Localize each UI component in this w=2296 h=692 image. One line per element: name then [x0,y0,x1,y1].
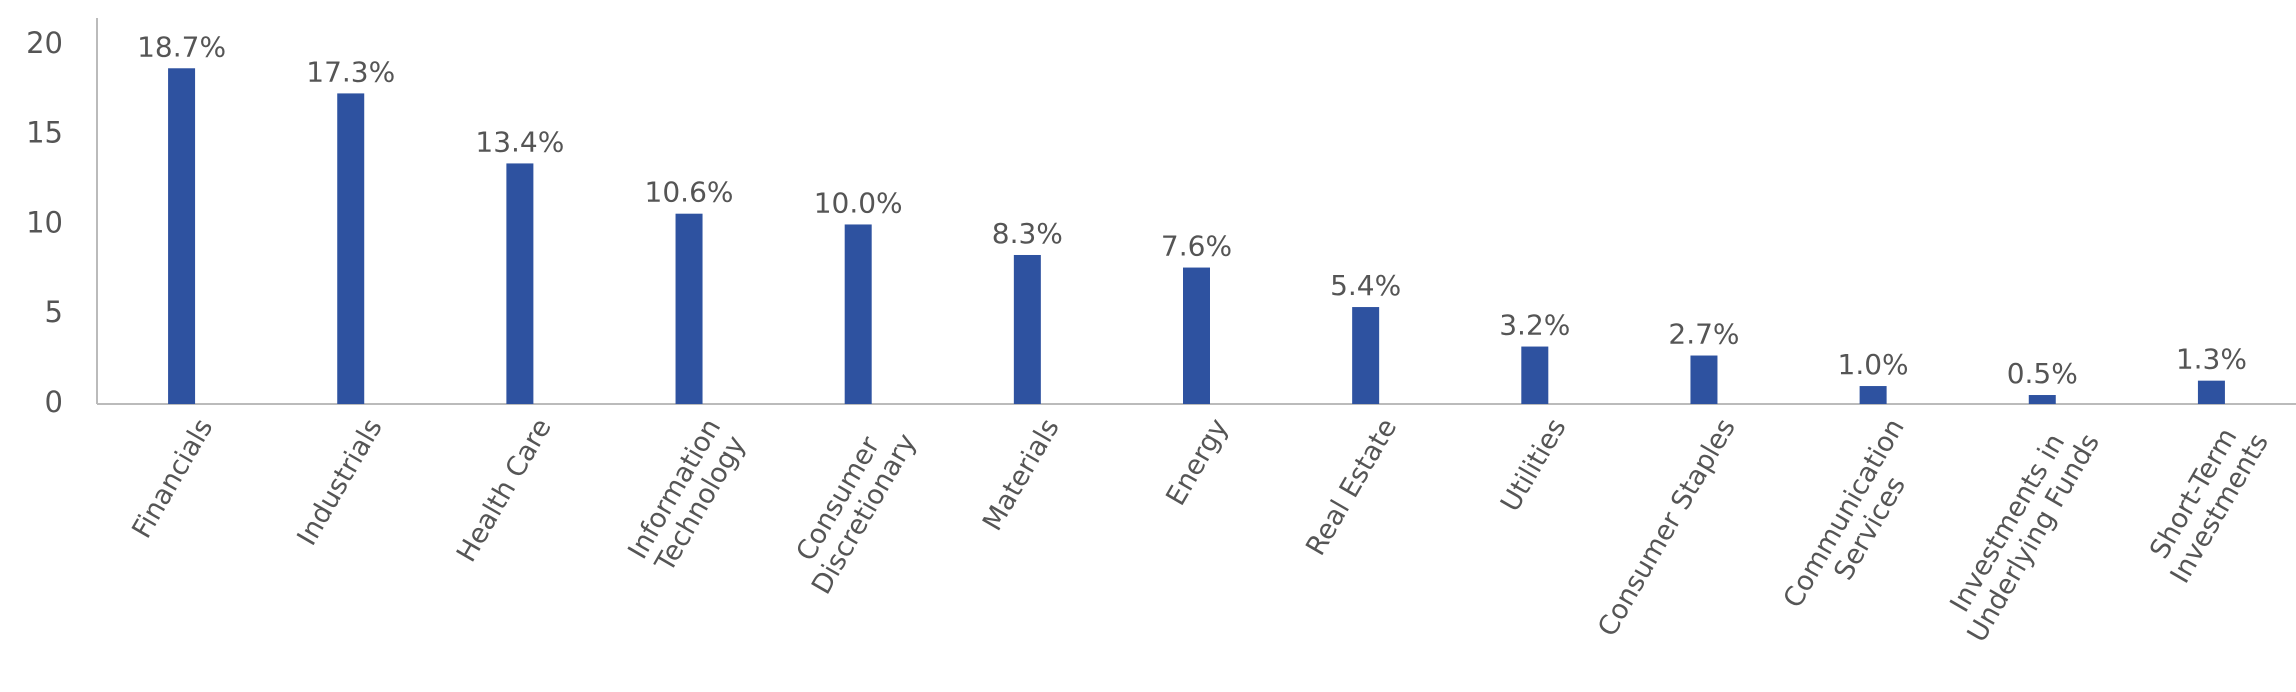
value-label: 5.4% [1330,269,1401,302]
bar [506,163,534,404]
value-label: 3.2% [1499,309,1570,342]
y-tick-label: 0 [45,385,63,419]
y-tick-label: 15 [26,116,63,150]
bar [844,224,872,404]
bar [1521,346,1549,404]
bar [168,68,196,404]
bar [2028,395,2056,404]
y-tick-label: 20 [26,26,63,60]
value-label: 17.3% [306,55,395,88]
bar [1013,254,1041,404]
bar [1352,307,1380,404]
value-label: 7.6% [1161,230,1232,263]
y-tick-label: 10 [26,205,63,239]
bar [675,213,703,404]
bar [2197,380,2225,404]
bar [1183,267,1210,404]
y-tick-label: 5 [45,295,63,329]
bar [1859,386,1887,404]
bar [337,93,365,404]
bar [1690,355,1718,404]
value-label: 1.3% [2176,343,2247,376]
value-label: 1.0% [1838,348,1909,381]
value-label: 0.5% [2007,357,2078,390]
value-label: 2.7% [1668,318,1739,351]
value-label: 10.6% [645,176,734,209]
value-label: 13.4% [475,125,564,158]
value-label: 10.0% [814,186,903,219]
value-label: 8.3% [992,217,1063,250]
value-label: 18.7% [137,30,226,63]
